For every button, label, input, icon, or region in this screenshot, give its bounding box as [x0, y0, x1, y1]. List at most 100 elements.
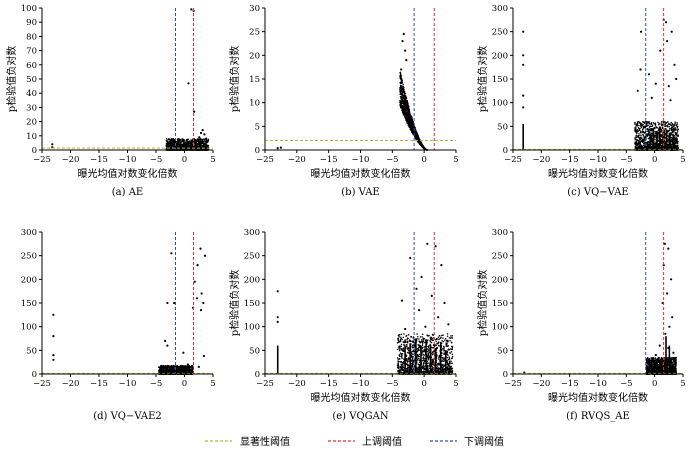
dense-point — [403, 114, 405, 116]
dense-point — [643, 121, 646, 123]
dense-point — [402, 96, 405, 99]
dense-point — [172, 137, 175, 140]
dense-point — [402, 112, 404, 114]
dense-point — [661, 120, 663, 123]
dense-point — [647, 132, 650, 134]
y-axis-label: p检验值负对数 — [476, 46, 489, 112]
dense-point — [639, 147, 642, 149]
panel-1: −25 −20 −15 −10 −5 0 50102030405060708090100曝光… — [5, 4, 216, 198]
dense-point — [400, 91, 402, 93]
dense-point — [654, 143, 656, 146]
y-tick-label: 30 — [26, 103, 37, 113]
dense-point — [635, 127, 637, 129]
dense-point — [402, 102, 405, 104]
data-point-20 — [669, 99, 672, 102]
dense-point — [169, 143, 172, 146]
dense-point — [661, 124, 663, 127]
data-point-14 — [647, 73, 651, 76]
dense-point — [200, 138, 202, 141]
dense-point — [640, 122, 642, 125]
dense-point — [660, 123, 663, 125]
y-tick-label: 50 — [497, 122, 508, 132]
dense-point — [643, 126, 646, 129]
dense-point — [674, 134, 677, 136]
data-point-3 — [404, 49, 407, 52]
dense-point — [193, 146, 195, 148]
y-tick-label: 100 — [21, 4, 37, 14]
dense-point — [185, 142, 187, 144]
data-point-10 — [203, 133, 206, 136]
x-tick-label: 5 — [210, 155, 215, 165]
dense-point — [637, 146, 639, 148]
dense-point — [663, 120, 666, 123]
dense-point — [400, 81, 403, 83]
dense-point — [667, 121, 669, 123]
dense-point — [657, 139, 660, 142]
dense-point — [401, 108, 404, 110]
dense-point — [651, 125, 653, 128]
dense-point — [172, 139, 174, 142]
dense-point — [641, 146, 644, 149]
dense-point — [639, 141, 641, 143]
dense-point — [199, 140, 202, 143]
y-tick-label: 5 — [255, 122, 260, 132]
x-tick-label: 5 — [453, 155, 458, 165]
dense-point — [638, 133, 640, 135]
dense-point — [183, 141, 185, 144]
dense-point — [641, 141, 644, 144]
dense-point — [644, 135, 647, 138]
dense-point — [638, 129, 641, 131]
y-tick-label: 60 — [26, 61, 37, 71]
dense-point — [406, 117, 409, 120]
dense-point — [647, 130, 650, 132]
dense-point — [667, 130, 669, 133]
dense-point — [658, 122, 660, 125]
dense-point — [634, 138, 637, 141]
data-point-11 — [198, 136, 201, 139]
dense-point — [664, 128, 667, 130]
data-point-19 — [650, 96, 653, 99]
dense-point — [204, 142, 207, 144]
dense-point — [414, 132, 417, 134]
dense-point — [410, 123, 413, 125]
dense-point — [177, 141, 180, 143]
dense-point — [400, 77, 402, 80]
dense-point — [405, 100, 407, 102]
y-tick-label: 90 — [26, 18, 37, 28]
dense-point — [670, 126, 673, 128]
data-point-6 — [640, 30, 643, 33]
dense-point — [207, 138, 210, 141]
dense-point — [199, 144, 201, 147]
dense-point — [647, 134, 649, 136]
dense-point — [173, 139, 176, 142]
dense-point — [399, 85, 402, 87]
data-point-2 — [51, 143, 54, 146]
dense-point — [421, 143, 423, 146]
dense-point — [403, 100, 405, 102]
dense-point — [176, 138, 179, 141]
dense-point — [186, 138, 188, 141]
dense-point — [673, 124, 676, 127]
dense-point — [191, 143, 193, 145]
dense-point — [399, 72, 402, 74]
dense-point — [661, 126, 664, 129]
dense-point — [673, 128, 675, 130]
dense-point — [194, 142, 196, 144]
dense-point — [402, 91, 404, 94]
dense-point — [642, 130, 644, 133]
dense-point — [649, 129, 652, 132]
dense-point — [650, 125, 652, 128]
dense-point — [187, 143, 190, 146]
dense-point — [664, 124, 666, 126]
data-point-5 — [400, 68, 403, 71]
dense-point — [187, 138, 189, 140]
dense-point — [411, 130, 413, 133]
dense-point — [675, 136, 677, 138]
dense-point — [635, 132, 638, 134]
x-tick-label: −10 — [119, 155, 137, 165]
dense-point — [407, 110, 409, 112]
dense-point — [655, 126, 658, 128]
dense-point — [637, 139, 640, 142]
data-point-9 — [670, 30, 673, 33]
dense-point — [639, 127, 641, 130]
